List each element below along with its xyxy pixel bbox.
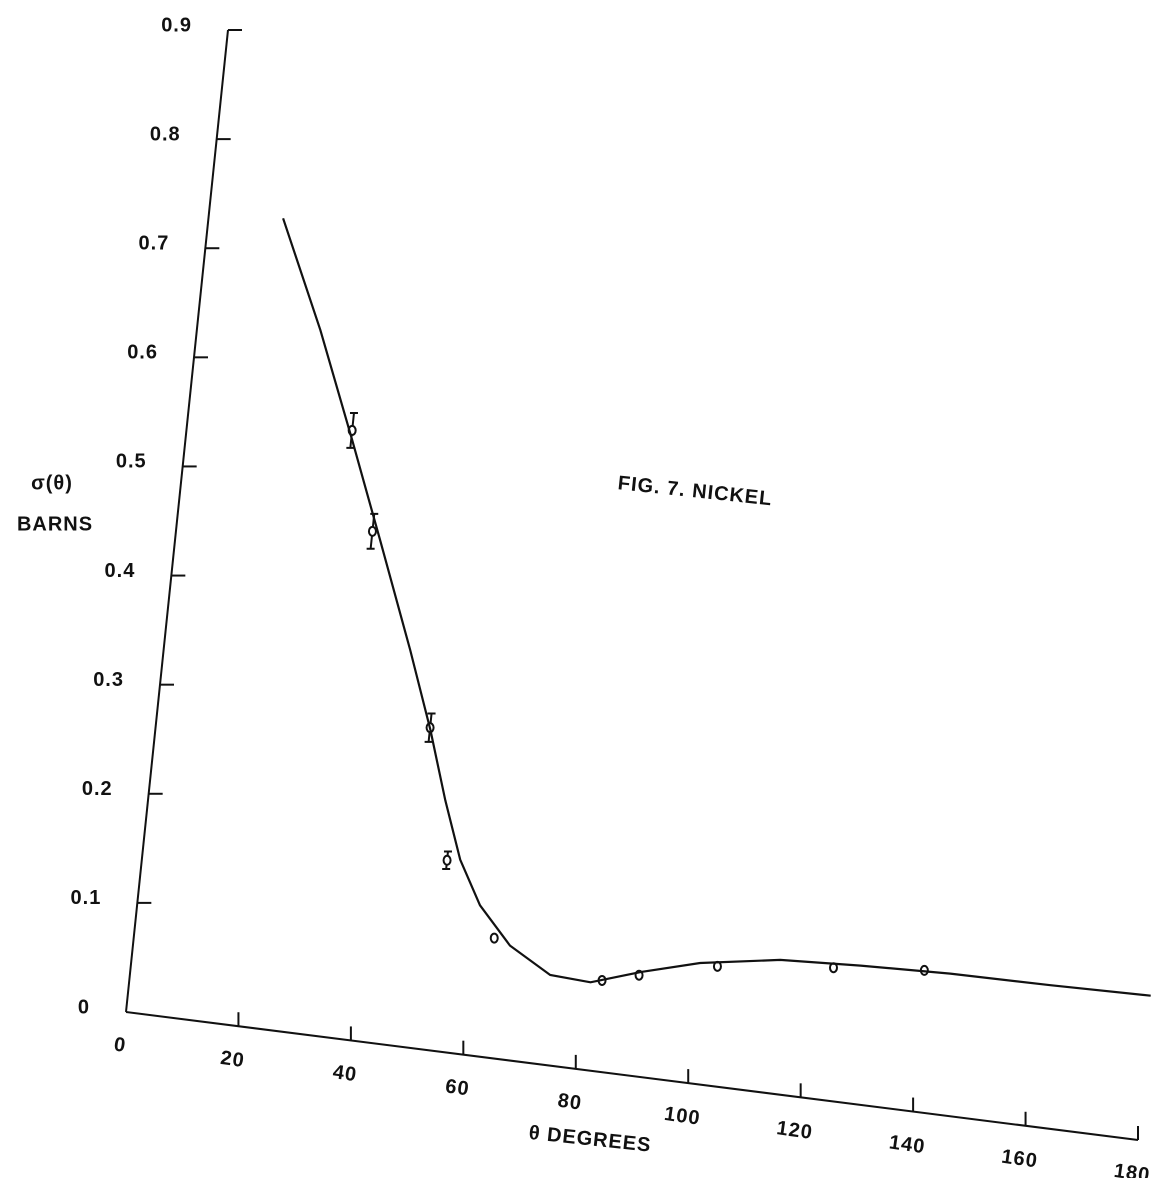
- x-tick-label: 120: [775, 1117, 814, 1144]
- y-tick-label: 0.6: [127, 342, 158, 364]
- y-tick-label: 0.8: [150, 123, 181, 145]
- y-tick-label: 0.2: [82, 778, 113, 800]
- x-axis: [125, 1011, 1139, 1141]
- fit-curve: [282, 217, 1151, 997]
- x-tick-label: 20: [219, 1047, 246, 1072]
- y-tick-label: 0.3: [93, 669, 124, 691]
- data-point: [489, 932, 499, 944]
- y-tick-label: 0.5: [116, 451, 147, 473]
- y-tick-label: 0: [78, 996, 90, 1018]
- x-tick-label: 160: [1000, 1146, 1039, 1173]
- x-tick-label: 0: [113, 1034, 128, 1057]
- y-tick-label: 0.1: [71, 887, 102, 909]
- x-tick-label: 180: [1113, 1160, 1152, 1178]
- data-point: [442, 854, 452, 866]
- x-tick-label: 60: [444, 1075, 471, 1100]
- x-tick-label: 140: [888, 1131, 927, 1158]
- x-axis-label: θ DEGREES: [528, 1122, 653, 1157]
- x-tick-label: 40: [331, 1061, 358, 1086]
- x-tick-label: 100: [663, 1103, 702, 1130]
- y-tick-label: 0.4: [105, 560, 136, 582]
- y-axis-label: BARNS: [17, 513, 93, 535]
- y-tick-label: 0.9: [161, 14, 192, 36]
- data-point: [367, 525, 377, 537]
- y-axis: [125, 29, 229, 1013]
- y-tick-label: 0.7: [139, 233, 170, 255]
- x-tick-label: 80: [556, 1090, 583, 1115]
- y-axis-label: σ(θ): [31, 472, 73, 494]
- chart-title: FIG. 7. NICKEL: [617, 472, 774, 510]
